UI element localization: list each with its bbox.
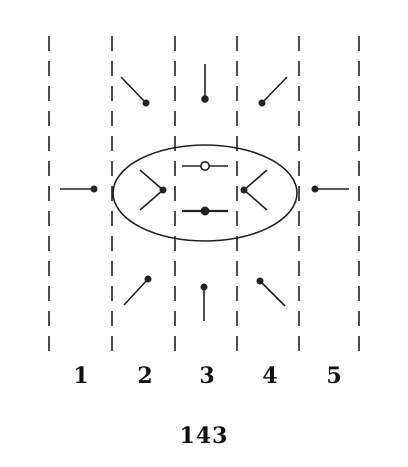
column-label-4: 4: [262, 363, 277, 389]
pin-upper-right: [258, 76, 288, 107]
pin-middle-far-right: [311, 185, 349, 193]
column-boundaries: [48, 36, 360, 352]
open-charge-bar: [182, 161, 228, 172]
column-labels: 1 2 3 4 5: [73, 363, 341, 389]
fork-left: [139, 169, 167, 211]
pin-upper-left: [120, 76, 150, 107]
middle-pins: [60, 161, 349, 216]
upper-pins: [120, 64, 288, 107]
column-label-5: 5: [326, 363, 341, 389]
lower-pins: [123, 275, 286, 321]
pin-lower-center: [200, 283, 208, 321]
pin-lower-left: [123, 275, 152, 306]
column-label-1: 1: [73, 363, 88, 389]
filled-circle: [200, 206, 210, 216]
filled-charge-bar: [182, 206, 228, 216]
pin-lower-right: [256, 277, 286, 307]
open-circle: [200, 161, 211, 172]
column-label-3: 3: [199, 363, 214, 389]
central-ellipse: [112, 144, 298, 242]
pin-upper-center: [201, 64, 209, 103]
figure-number: 143: [180, 423, 229, 449]
fork-right: [240, 169, 268, 211]
pin-middle-far-left: [60, 185, 98, 193]
column-label-2: 2: [137, 363, 152, 389]
